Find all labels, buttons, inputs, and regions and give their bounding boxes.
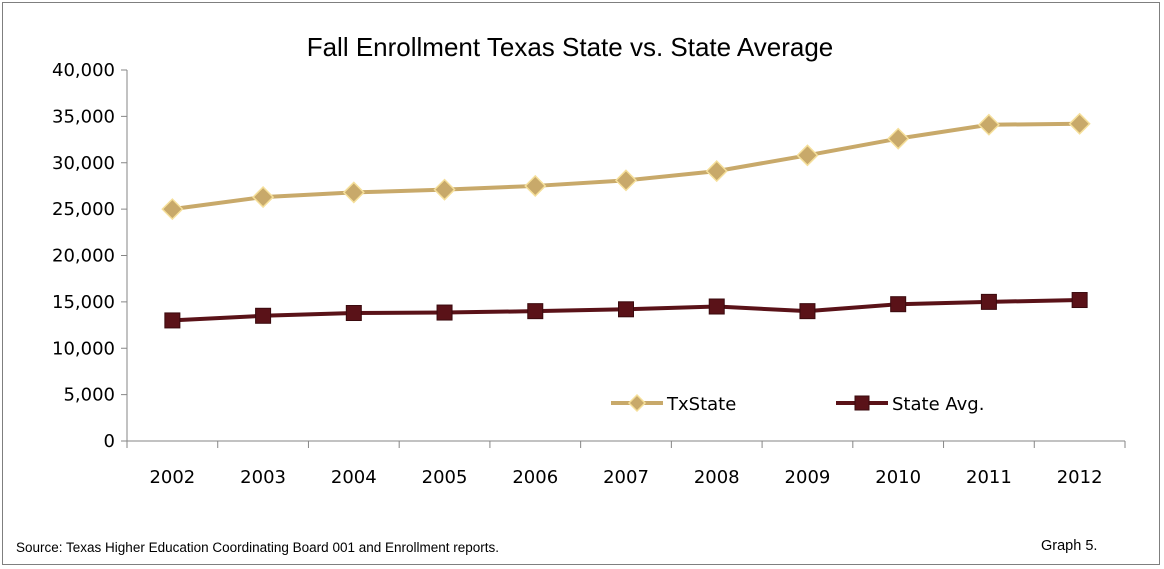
- data-point-diamond: [161, 198, 184, 221]
- legend-marker-diamond: [627, 393, 647, 413]
- data-point-diamond: [433, 178, 456, 201]
- x-tick-label: 2008: [694, 467, 740, 488]
- x-tick-label: 2009: [785, 467, 831, 488]
- series-1: [161, 112, 1091, 221]
- data-point-diamond: [614, 169, 638, 192]
- series-line: [172, 121, 1080, 212]
- legend-item-1: TxState: [611, 393, 736, 415]
- x-tick-label: 2003: [240, 467, 286, 488]
- x-tick-label: 2011: [966, 467, 1012, 488]
- x-tick-label: 2012: [1057, 467, 1103, 488]
- data-point-square: [890, 296, 907, 313]
- data-point-square: [708, 298, 725, 315]
- x-tick-label: 2002: [149, 467, 195, 488]
- y-tick-label: 25,000: [52, 199, 115, 220]
- data-point-square: [164, 312, 181, 329]
- data-point-diamond: [977, 113, 1000, 136]
- data-point-diamond: [887, 127, 910, 150]
- chart-title: Fall Enrollment Texas State vs. State Av…: [307, 32, 834, 62]
- data-point-square: [1071, 292, 1088, 309]
- data-point-square: [980, 293, 997, 310]
- data-point-diamond: [524, 174, 547, 197]
- y-tick-label: 40,000: [52, 60, 115, 81]
- data-point-diamond: [1068, 112, 1091, 135]
- series-2: [164, 292, 1088, 329]
- series-layer: [161, 112, 1091, 329]
- data-point-square: [436, 304, 453, 321]
- y-axis: 0 5,000 10,000 15,000 20,000 25,000 30,000 35,0…: [52, 60, 128, 452]
- x-tick-label: 2006: [512, 467, 558, 488]
- data-point-square: [345, 305, 362, 322]
- data-point-diamond: [342, 181, 365, 204]
- data-point-diamond: [705, 160, 728, 183]
- y-tick-label: 10,000: [52, 338, 115, 359]
- x-tick-label: 2005: [422, 467, 468, 488]
- x-tick-label: 2007: [603, 467, 649, 488]
- source-note: Source: Texas Higher Education Coordinat…: [16, 540, 500, 555]
- data-point-square: [618, 301, 634, 318]
- data-point-square: [799, 303, 816, 320]
- legend-marker-square: [854, 395, 870, 411]
- data-point-diamond: [252, 186, 275, 209]
- x-axis: 2002 2003 2004 2005 2006 2007 2008 2009 2010 2011…: [126, 440, 1126, 488]
- y-tick-label: 0: [104, 431, 115, 452]
- data-point-square: [527, 303, 544, 320]
- data-point-square: [255, 307, 272, 324]
- y-tick-label: 30,000: [52, 153, 115, 174]
- x-tick-label: 2010: [875, 467, 921, 488]
- x-tick-label: 2004: [331, 467, 377, 488]
- graph-label: Graph 5.: [1041, 538, 1098, 554]
- y-tick-label: 20,000: [52, 246, 115, 267]
- y-tick-label: 5,000: [63, 385, 115, 406]
- legend-label: TxState: [666, 394, 736, 415]
- data-point-diamond: [796, 144, 819, 167]
- legend-item-2: State Avg.: [836, 394, 984, 415]
- y-tick-label: 15,000: [52, 292, 115, 313]
- legend: TxState State Avg.: [611, 393, 984, 415]
- y-tick-label: 35,000: [52, 106, 115, 127]
- legend-label: State Avg.: [892, 394, 984, 415]
